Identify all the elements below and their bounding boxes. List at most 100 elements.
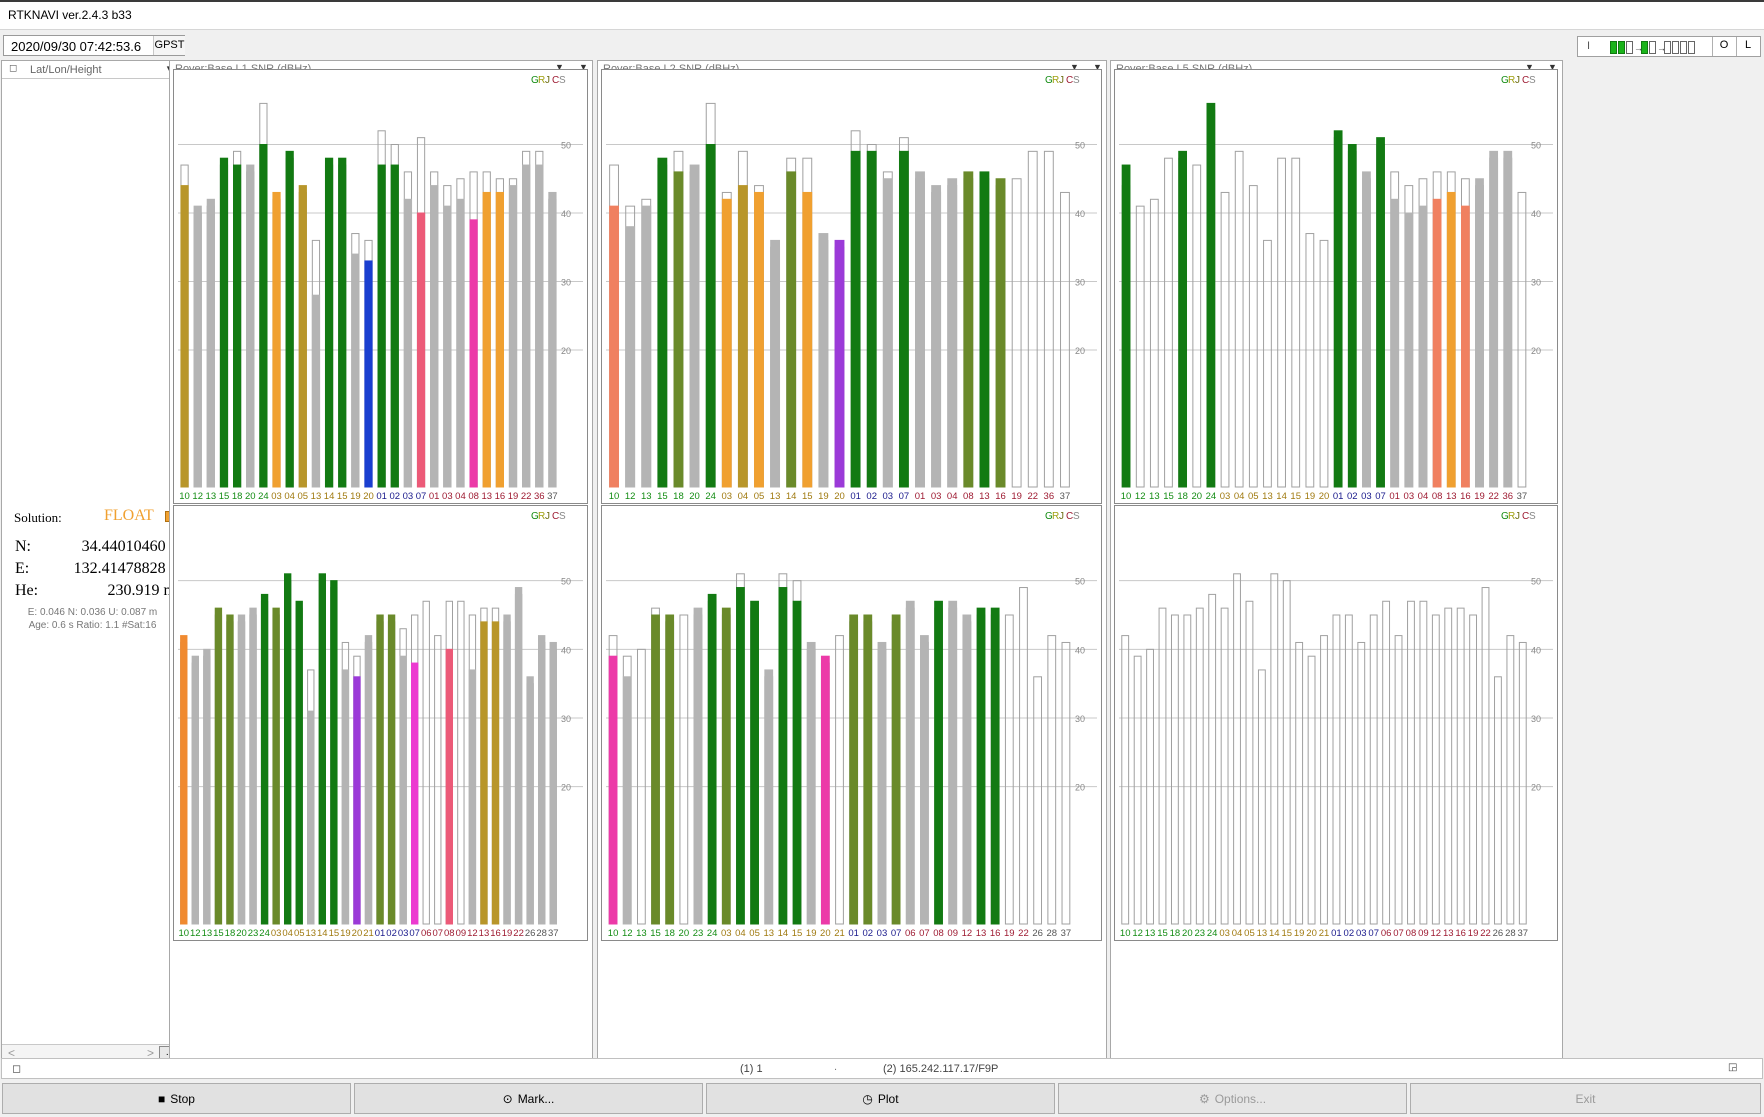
snr-rover-bar — [1404, 212, 1414, 488]
legend-letter: J — [545, 75, 550, 86]
snr-base-bar — [1248, 185, 1258, 488]
stream-leds[interactable]: → → — [1610, 41, 1708, 54]
satellite-label: 28 — [1505, 928, 1516, 939]
options-button-label: Options... — [1214, 1092, 1267, 1106]
satellite-label: 13 — [1149, 491, 1160, 502]
chevron-down-icon[interactable]: ▼ — [1093, 62, 1102, 72]
satellite-label: 01 — [376, 491, 387, 502]
satellite-label: 10 — [179, 491, 190, 502]
snr-base-bar — [1233, 573, 1241, 925]
options-button[interactable]: ⚙ Options... — [1058, 1083, 1407, 1114]
satellite-label: 05 — [298, 491, 309, 502]
chevron-down-icon[interactable]: ▼ — [1548, 62, 1557, 72]
legend-letter: R — [538, 75, 545, 86]
satellite-label: 02 — [1347, 491, 1358, 502]
satellite-label: 26 — [1493, 928, 1504, 939]
solution-mode-select[interactable]: Lat/Lon/Height — [30, 64, 102, 76]
snr-base-bar — [1332, 614, 1341, 925]
height-value: 230.919 m — [107, 582, 176, 599]
satellite-label: 13 — [481, 491, 492, 502]
time-system-button[interactable]: GPST — [153, 36, 185, 55]
chevron-down-icon[interactable]: ▼ — [555, 62, 564, 72]
solution-content: Solution: FLOAT N: 34.44010460 ° E: 132.… — [2, 80, 183, 1043]
y-tick-label: 20 — [1075, 346, 1085, 356]
mark-button[interactable]: ⊙ Mark... — [354, 1083, 703, 1114]
plot-button[interactable]: ◷ Plot — [706, 1083, 1055, 1114]
latitude-label: N: — [15, 538, 31, 555]
satellite-label: 03 — [883, 491, 894, 502]
snr-base-bar — [1307, 655, 1316, 925]
solution-panel: ◻ Lat/Lon/Height ▼ Solution: FLOAT N: 34… — [1, 60, 184, 1064]
height-label: He: — [15, 582, 39, 599]
snr-base-bar — [1320, 635, 1328, 925]
log-button[interactable]: L — [1736, 37, 1759, 56]
snr-base-bar — [457, 600, 465, 925]
snr-rover-bar — [736, 587, 745, 925]
legend-letter: J — [1515, 511, 1520, 522]
snr-rover-bar — [233, 164, 242, 488]
satellite-label: 08 — [468, 491, 479, 502]
satellite-label: 07 — [891, 928, 902, 939]
arrow-icon: → — [1657, 43, 1666, 53]
snr-rover-bar — [522, 164, 531, 488]
snr-rover-bar — [411, 662, 419, 925]
exit-button[interactable]: Exit — [1410, 1083, 1761, 1114]
scroll-left-icon[interactable]: < — [8, 1046, 16, 1060]
panel-toggle-icon[interactable]: ◻ — [9, 63, 18, 74]
legend-letter: C — [1066, 511, 1073, 522]
satellite-label: 15 — [337, 491, 348, 502]
satellite-label: 02 — [386, 928, 397, 939]
satellite-label: 05 — [749, 928, 760, 939]
snr-rover-bar — [962, 614, 972, 925]
y-tick-label: 40 — [561, 209, 571, 219]
snr-rover-bar — [203, 648, 211, 925]
stop-button[interactable]: ■ Stop — [2, 1083, 351, 1114]
snr-base-bar — [1060, 191, 1070, 488]
snr-rover-bar — [948, 600, 958, 925]
chevron-down-icon[interactable]: ▼ — [579, 62, 588, 72]
legend-letter: S — [559, 75, 566, 86]
snr-chart-l1-top: 20 30 40 50 G R J C S 10 12 13 15 18 20 24 03 04 05 13 14 15 1… — [173, 69, 588, 504]
snr-rover-bar — [469, 219, 478, 488]
satellite-label: 13 — [479, 928, 490, 939]
snr-base-bar — [679, 614, 689, 925]
snr-rover-bar — [609, 205, 619, 488]
output-button[interactable]: O — [1712, 37, 1735, 56]
snr-chart-l1-bottom: 20 30 40 50 G R J C S 10 12 13 15 18 20 23 24 03 04 05 13 14 1… — [173, 505, 588, 941]
stream-led — [1672, 41, 1679, 54]
satellite-label: 15 — [1281, 928, 1292, 939]
snr-rover-bar — [849, 614, 859, 925]
snr-rover-bar — [657, 157, 668, 488]
satellite-label: 04 — [735, 928, 746, 939]
snr-rover-bar — [430, 185, 439, 488]
snr-rover-bar — [206, 198, 215, 488]
snr-base-bar — [1220, 191, 1230, 488]
satellite-label: 13 — [206, 491, 217, 502]
legend-letter: R — [1508, 511, 1515, 522]
scroll-right-icon[interactable]: > — [147, 1046, 155, 1060]
std-deviation-text: E: 0.046 N: 0.036 U: 0.087 m — [27, 607, 158, 618]
stream1-status: (1) 1 — [740, 1063, 763, 1075]
satellite-label: 10 — [1120, 928, 1131, 939]
solution-status: FLOAT — [104, 507, 154, 524]
snr-rover-bar — [548, 191, 557, 488]
stream-led — [1688, 41, 1695, 54]
snr-rover-bar — [219, 157, 229, 488]
chevron-down-icon[interactable]: ▼ — [1070, 62, 1079, 72]
satellite-label: 09 — [456, 928, 467, 939]
snr-base-bar — [1506, 635, 1515, 925]
satellite-label: 14 — [778, 928, 789, 939]
stream-status-box: I → → O L — [1577, 36, 1761, 57]
snr-base-bar — [1011, 178, 1022, 488]
snr-rover-bar — [1418, 205, 1428, 488]
satellite-label: 13 — [1443, 928, 1454, 939]
chevron-down-icon[interactable]: ▼ — [1525, 62, 1534, 72]
window-title: RTKNAVI ver.2.4.3 b33 — [8, 8, 132, 22]
satellite-label: 19 — [1294, 928, 1305, 939]
satellite-label: 20 — [1182, 928, 1193, 939]
satellite-label: 01 — [429, 491, 440, 502]
snr-rover-bar — [338, 157, 347, 488]
window-resize-icon[interactable]: ◲ — [1728, 1062, 1738, 1073]
satellite-label: 12 — [467, 928, 478, 939]
